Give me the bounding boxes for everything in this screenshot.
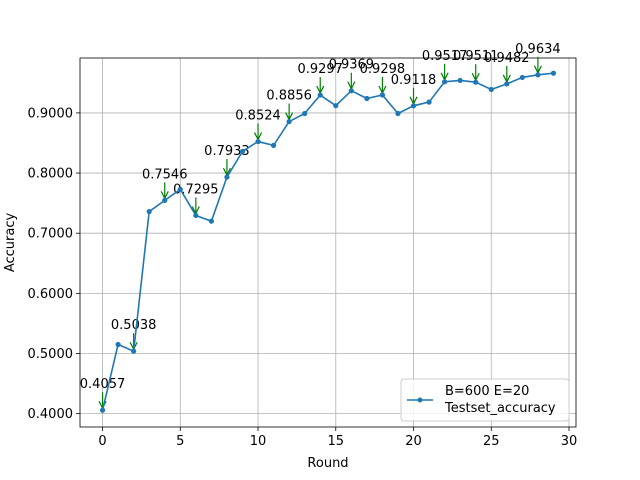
x-tick-label: 30 [561, 434, 578, 449]
annotation-label: 0.9118 [391, 73, 437, 88]
legend-marker-sample [417, 397, 423, 403]
annotation-label: 0.7295 [173, 182, 219, 197]
x-tick-label: 10 [250, 434, 267, 449]
annotation-label: 0.9298 [360, 62, 406, 77]
data-point [193, 212, 199, 219]
data-point [535, 72, 541, 78]
y-tick-label: 0.6000 [28, 287, 74, 302]
y-tick-label: 0.9000 [28, 106, 74, 121]
annotation-label: 0.7933 [204, 144, 250, 159]
data-point [239, 148, 246, 155]
data-point [99, 407, 106, 413]
x-tick-label: 0 [98, 434, 106, 449]
x-tick-label: 25 [483, 434, 500, 449]
x-tick-label: 15 [328, 434, 345, 449]
y-tick-label: 0.5000 [28, 347, 74, 362]
data-point [550, 70, 557, 76]
legend: B=600 E=20 Testset_accuracy [400, 378, 570, 422]
data-point [504, 81, 510, 87]
legend-box [400, 378, 570, 422]
annotation-label: 0.9634 [515, 42, 561, 57]
data-point [162, 197, 168, 203]
data-point [317, 92, 323, 98]
y-axis-label: Accuracy [3, 213, 18, 273]
legend-title: B=600 E=20 [445, 384, 529, 399]
annotation-label: 0.5038 [111, 318, 157, 333]
annotation-label: 0.4057 [80, 377, 126, 392]
data-point [395, 110, 401, 117]
data-point [131, 348, 137, 354]
annotation-label: 0.9517 [422, 49, 468, 64]
data-point [224, 174, 230, 180]
data-point [519, 74, 525, 81]
data-point [270, 142, 277, 148]
data-point [177, 186, 183, 192]
annotation-label: 0.9482 [484, 51, 530, 66]
legend-entry-testset-accuracy: Testset_accuracy [444, 401, 556, 416]
annotation-label: 0.8524 [235, 109, 281, 124]
y-tick-label: 0.7000 [28, 227, 74, 242]
data-point [442, 79, 448, 85]
x-axis-label: Round [307, 456, 348, 471]
annotation-label: 0.9297 [297, 62, 343, 77]
data-point [348, 88, 354, 94]
annotation-label: 0.9511 [453, 49, 499, 64]
data-point [457, 77, 463, 84]
data-point [208, 218, 214, 224]
series-layer [99, 70, 557, 413]
x-tick-label: 20 [405, 434, 422, 449]
data-point [333, 103, 339, 109]
data-point [426, 99, 432, 105]
data-point [473, 79, 479, 85]
annotation-label: 0.7546 [142, 167, 188, 182]
data-point [302, 110, 308, 117]
annotation-label: 0.9369 [329, 58, 375, 73]
data-point [115, 341, 121, 348]
annotation-label: 0.8856 [266, 89, 312, 104]
data-point [379, 92, 386, 98]
x-tick-label: 5 [176, 434, 184, 449]
plot-frame [79, 57, 577, 428]
grid [80, 58, 576, 427]
data-point [286, 118, 292, 125]
data-point [255, 138, 261, 145]
data-point [146, 208, 152, 215]
data-point [488, 86, 494, 93]
series-line-testset-accuracy [101, 72, 554, 411]
y-tick-label: 0.4000 [28, 407, 74, 422]
data-point [364, 95, 370, 102]
y-tick-label: 0.8000 [28, 167, 74, 182]
data-point [410, 103, 417, 109]
axes: 0 5 10 15 20 25 30 0.4000 0.5000 0.6000 0.7000 0.80… [28, 57, 578, 449]
